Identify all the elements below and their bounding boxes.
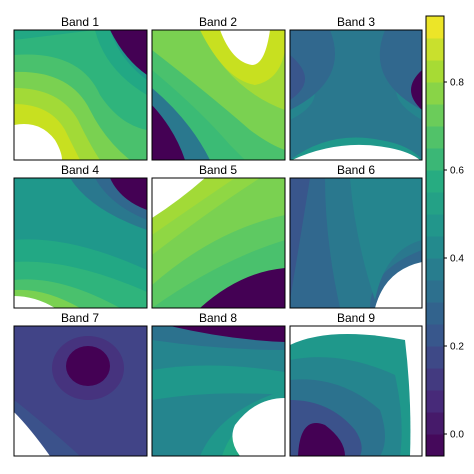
- colorbar-band: [426, 60, 444, 83]
- colorbar-band: [426, 126, 444, 149]
- panel-band-5: Band 5: [151, 163, 286, 309]
- panel-band-6: Band 6: [289, 163, 423, 309]
- colorbar-tick-label: 0.6: [450, 166, 464, 177]
- colorbar-band: [426, 434, 444, 457]
- panel-frame: [151, 177, 286, 309]
- panel-title: Band 2: [199, 15, 237, 29]
- panel-frame: [13, 177, 148, 309]
- colorbar-band: [426, 38, 444, 61]
- colorbar-band: [426, 368, 444, 391]
- panel-band-8: Band 8: [151, 311, 286, 457]
- colorbar-band: [426, 214, 444, 237]
- panel-frame: [13, 325, 148, 457]
- contour-fill: [152, 178, 285, 308]
- panel-band-7: Band 7: [13, 311, 148, 457]
- panel-band-3: Band 3: [289, 15, 423, 161]
- panel-title: Band 4: [61, 163, 99, 177]
- colorbar-band: [426, 170, 444, 193]
- colorbar-band: [426, 16, 444, 39]
- colorbar-tick-label: 0.2: [450, 342, 464, 353]
- panel-title: Band 7: [61, 311, 99, 325]
- panel-frame: [151, 29, 286, 161]
- panel-frame: [289, 325, 423, 457]
- colorbar: 0.0 0.2 0.4 0.6 0.8: [425, 15, 464, 457]
- panel-title: Band 8: [199, 311, 237, 325]
- colorbar-ticks: 0.0 0.2 0.4 0.6 0.8: [444, 78, 464, 441]
- panel-title: Band 5: [199, 163, 237, 177]
- contour-fill: [290, 30, 422, 160]
- panel-band-9: Band 9: [289, 311, 423, 457]
- panel-title: Band 9: [337, 311, 375, 325]
- colorbar-band: [426, 324, 444, 347]
- panel-title: Band 6: [337, 163, 375, 177]
- panel-title: Band 3: [337, 15, 375, 29]
- panel-band-2: Band 2: [151, 15, 286, 161]
- contour-fill: [290, 326, 422, 456]
- panel-band-4: Band 4: [13, 163, 148, 309]
- colorbar-band: [426, 390, 444, 413]
- colorbar-bands: [426, 16, 444, 457]
- colorbar-band: [426, 412, 444, 435]
- contour-fill: [152, 326, 285, 456]
- colorbar-band: [426, 236, 444, 259]
- contour-fill: [152, 30, 285, 160]
- contour-fill: [14, 178, 147, 308]
- colorbar-band: [426, 104, 444, 127]
- panel-frame: [289, 177, 423, 309]
- colorbar-band: [426, 346, 444, 369]
- colorbar-band: [426, 280, 444, 303]
- colorbar-tick-label: 0.8: [450, 78, 464, 89]
- contour-fill: [290, 178, 422, 308]
- colorbar-band: [426, 148, 444, 171]
- panel-frame: [289, 29, 423, 161]
- contour-fill: [14, 30, 147, 160]
- colorbar-band: [426, 192, 444, 215]
- colorbar-frame: [425, 15, 445, 457]
- panel-frame: [151, 325, 286, 457]
- colorbar-tick-label: 0.0: [450, 430, 464, 441]
- panel-frame: [13, 29, 148, 161]
- colorbar-band: [426, 258, 444, 281]
- colorbar-band: [426, 82, 444, 105]
- panel-band-1: Band 1: [13, 15, 148, 161]
- colorbar-tick-label: 0.4: [450, 254, 464, 265]
- contour-fill: [14, 326, 147, 456]
- panel-title: Band 1: [61, 15, 99, 29]
- colorbar-band: [426, 302, 444, 325]
